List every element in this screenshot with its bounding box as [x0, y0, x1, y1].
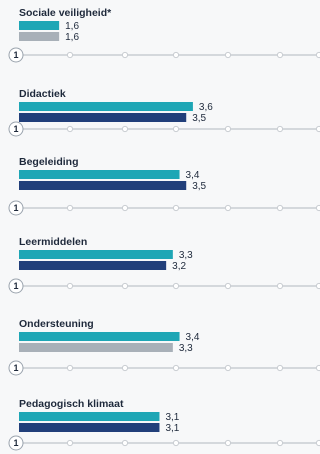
axis-tick-dot — [66, 439, 74, 447]
axis-tick-dot — [224, 51, 232, 59]
axis-tick-dot — [315, 51, 320, 59]
axis-start-dot — [8, 360, 24, 376]
axis-tick-label: 1 — [13, 363, 18, 373]
axis-tick-dot — [66, 125, 74, 133]
axis-tick-dot — [172, 51, 180, 59]
axis-tick-dot — [276, 439, 284, 447]
axis-tick-dot — [224, 204, 232, 212]
axis-tick-dot — [315, 125, 320, 133]
group-title: Leermiddelen — [19, 236, 87, 248]
bar — [19, 343, 173, 352]
axis-tick-dot — [224, 364, 232, 372]
group-title: Begeleiding — [19, 156, 79, 168]
value-label: 3,6 — [199, 102, 213, 113]
group-title: Sociale veiligheid* — [19, 7, 112, 19]
axis-tick-dot — [276, 364, 284, 372]
value-label: 1,6 — [65, 21, 79, 32]
group-title: Didactiek — [19, 88, 66, 100]
axis-tick-dot — [224, 439, 232, 447]
axis-tick-dot — [276, 51, 284, 59]
axis-tick-dot — [66, 282, 74, 290]
axis-tick-dot — [121, 364, 129, 372]
axis-tick-dot — [66, 364, 74, 372]
axis-start-dot — [8, 121, 24, 137]
bar — [19, 102, 193, 111]
bar — [19, 412, 160, 421]
axis-tick-dot — [172, 282, 180, 290]
axis-tick-dot — [172, 439, 180, 447]
axis-tick-dot — [172, 125, 180, 133]
axis-start-dot — [8, 435, 24, 451]
value-label: 3,2 — [172, 261, 186, 272]
bar — [19, 170, 180, 179]
axis-tick-label: 1 — [13, 124, 18, 134]
group-title: Ondersteuning — [19, 318, 94, 330]
bar — [19, 32, 60, 41]
value-label: 3,4 — [186, 332, 200, 343]
value-label: 3,3 — [179, 250, 193, 261]
axis-tick-label: 1 — [13, 438, 18, 448]
value-label: 3,1 — [165, 423, 179, 434]
axis-tick-label: 1 — [13, 203, 18, 213]
value-label: 3,3 — [179, 343, 193, 354]
axis-tick-dot — [276, 204, 284, 212]
axis-start-dot — [8, 47, 24, 63]
bar — [19, 21, 60, 30]
axis-tick-dot — [121, 204, 129, 212]
bar — [19, 423, 160, 432]
value-label: 3,5 — [192, 113, 206, 124]
axis-tick-dot — [121, 282, 129, 290]
axis-tick-dot — [121, 439, 129, 447]
axis-tick-label: 1 — [13, 50, 18, 60]
axis-tick-dot — [121, 51, 129, 59]
bar — [19, 332, 180, 341]
axis-tick-dot — [315, 439, 320, 447]
axis-tick-dot — [224, 125, 232, 133]
axis-tick-dot — [276, 282, 284, 290]
value-label: 3,1 — [165, 412, 179, 423]
axis-tick-label: 1 — [13, 281, 18, 291]
bar — [19, 113, 187, 122]
value-label: 3,4 — [186, 170, 200, 181]
axis-tick-dot — [276, 125, 284, 133]
group-title: Pedagogisch klimaat — [19, 398, 124, 410]
axis-start-dot — [8, 278, 24, 294]
axis-tick-dot — [66, 204, 74, 212]
axis-tick-dot — [172, 204, 180, 212]
axis-tick-dot — [315, 282, 320, 290]
axis-start-dot — [8, 200, 24, 216]
axis-tick-dot — [315, 204, 320, 212]
value-label: 1,6 — [65, 32, 79, 43]
axis-tick-dot — [66, 51, 74, 59]
axis-tick-dot — [172, 364, 180, 372]
axis-tick-dot — [315, 364, 320, 372]
axis-tick-dot — [224, 282, 232, 290]
bar — [19, 181, 187, 190]
axis-tick-dot — [121, 125, 129, 133]
bar — [19, 250, 173, 259]
bar — [19, 261, 167, 270]
value-label: 3,5 — [192, 181, 206, 192]
